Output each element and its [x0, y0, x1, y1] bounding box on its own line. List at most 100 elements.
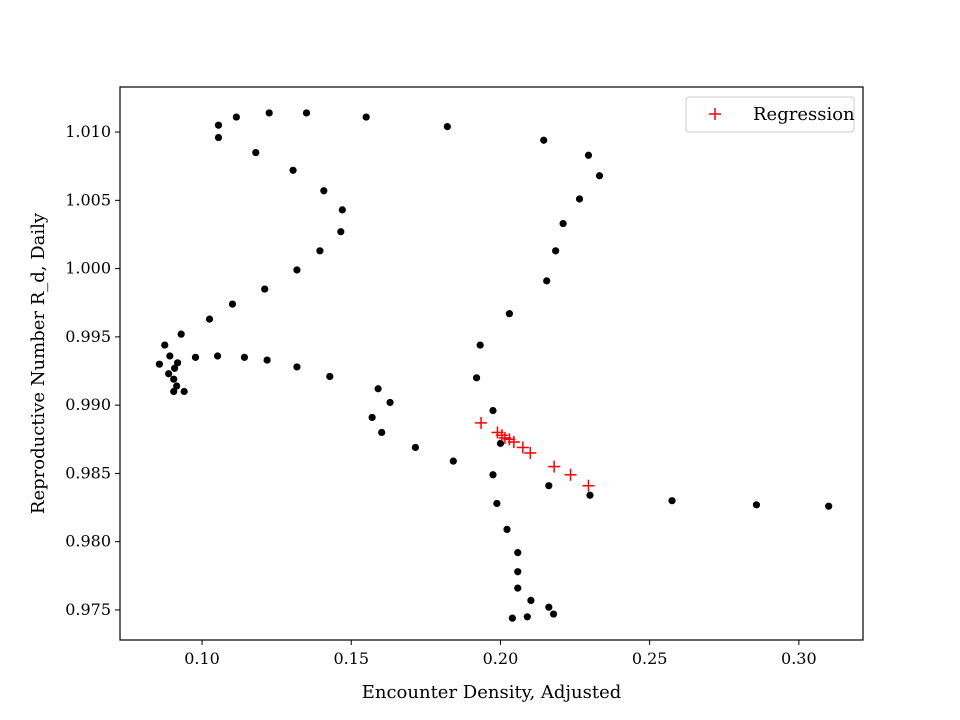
- data-point: [261, 285, 269, 293]
- y-axis-ticks: 0.975 0.980 0.985 0.990 0.995 1.000 1.005 1.010: [65, 122, 120, 619]
- x-tick-label: 0.25: [632, 649, 668, 668]
- data-point: [443, 122, 451, 131]
- y-tick-label: 0.975: [65, 600, 111, 619]
- data-point: [489, 407, 497, 415]
- data-point: [374, 385, 382, 393]
- data-point: [586, 491, 594, 499]
- data-point: [155, 360, 163, 368]
- data-point: [545, 603, 553, 611]
- y-tick-label: 1.005: [65, 190, 111, 209]
- data-point: [293, 363, 301, 371]
- data-point: [240, 353, 249, 361]
- data-point: [173, 359, 182, 367]
- y-axis-label: Reproductive Number R_d, Daily: [28, 212, 49, 514]
- x-axis-label: Encounter Density, Adjusted: [362, 682, 622, 703]
- x-axis-ticks: 0.10 0.15 0.20 0.25 0.30: [184, 640, 817, 668]
- data-point: [293, 266, 301, 274]
- x-tick-label: 0.30: [781, 649, 817, 668]
- data-point: [549, 610, 558, 618]
- data-point: [177, 330, 185, 338]
- regression-point: [548, 460, 561, 473]
- data-point: [180, 387, 188, 396]
- data-point: [386, 398, 394, 407]
- data-point: [320, 187, 328, 195]
- plot-area: [120, 87, 863, 640]
- data-point: [575, 195, 584, 203]
- data-point: [161, 341, 169, 349]
- data-point: [368, 413, 376, 422]
- data-point: [552, 247, 560, 255]
- y-tick-label: 1.010: [65, 122, 111, 141]
- data-point: [505, 310, 514, 318]
- plot-frame: [119, 86, 864, 641]
- data-point: [523, 613, 531, 621]
- regression-point: [582, 479, 595, 492]
- data-point: [584, 151, 593, 159]
- data-point: [449, 457, 457, 465]
- data-point: [166, 352, 174, 360]
- data-point: [476, 341, 484, 349]
- data-point: [173, 382, 181, 390]
- data-point: [514, 584, 522, 592]
- data-point: [214, 121, 223, 129]
- data-point: [302, 109, 311, 117]
- data-point: [170, 387, 178, 396]
- y-tick-label: 0.980: [65, 532, 111, 551]
- data-point: [543, 277, 551, 285]
- data-point: [362, 113, 370, 121]
- data-point: [496, 439, 505, 447]
- data-point: [228, 300, 237, 308]
- x-tick-label: 0.20: [483, 649, 519, 668]
- data-point: [252, 148, 260, 157]
- regression-point: [524, 446, 537, 459]
- y-tick-label: 1.000: [65, 259, 111, 278]
- data-point: [338, 206, 346, 214]
- y-tick-label: 0.985: [65, 463, 111, 482]
- data-point: [232, 113, 240, 121]
- x-tick-label: 0.15: [333, 649, 369, 668]
- data-point: [265, 109, 273, 117]
- data-point: [545, 482, 553, 490]
- data-point: [411, 443, 420, 452]
- y-tick-label: 0.990: [65, 395, 111, 414]
- x-tick-label: 0.10: [184, 649, 220, 668]
- data-point: [191, 353, 200, 361]
- legend-marker-regression: [709, 108, 721, 120]
- data-point: [170, 375, 178, 383]
- regression-point: [516, 441, 529, 454]
- data-point: [205, 315, 214, 323]
- data-point: [559, 219, 567, 228]
- data-point: [472, 374, 481, 382]
- regression-point: [475, 416, 488, 429]
- data-point: [214, 133, 223, 142]
- regression-point: [495, 429, 508, 442]
- data-point: [165, 370, 173, 378]
- data-point: [326, 372, 334, 381]
- data-point: [171, 364, 179, 372]
- data-point: [540, 136, 548, 144]
- regression-point: [564, 468, 577, 481]
- data-point: [289, 166, 297, 174]
- data-point: [595, 172, 604, 180]
- data-point: [378, 428, 386, 437]
- legend: Regression: [685, 96, 855, 133]
- data-point: [514, 549, 522, 557]
- legend-label-regression: Regression: [753, 104, 855, 125]
- data-point: [263, 356, 271, 364]
- data-points: [155, 109, 833, 622]
- data-point: [337, 228, 345, 236]
- data-point: [508, 614, 516, 622]
- data-point: [503, 525, 511, 534]
- data-point: [668, 497, 676, 505]
- data-point: [752, 501, 761, 509]
- data-point: [527, 596, 535, 605]
- data-point: [489, 471, 497, 479]
- legend-box: [685, 96, 855, 133]
- regression-point: [507, 436, 520, 449]
- data-point: [514, 568, 522, 576]
- data-point: [825, 502, 833, 510]
- data-point: [213, 352, 222, 360]
- y-tick-label: 0.995: [65, 327, 111, 346]
- data-point: [316, 247, 324, 255]
